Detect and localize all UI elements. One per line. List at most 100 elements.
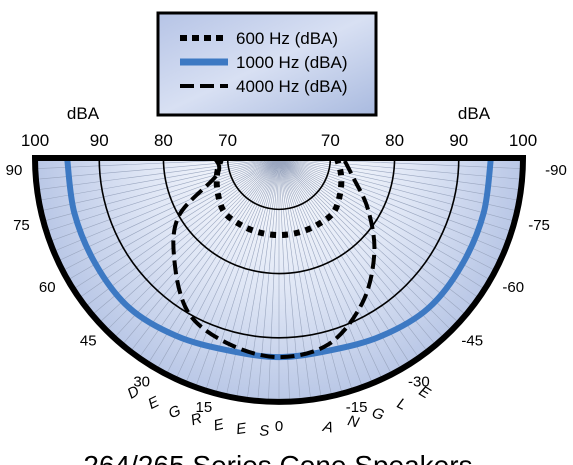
plot-border (31, 155, 527, 405)
angle-spoke (257, 157, 280, 402)
angle-spoke (43, 157, 280, 222)
angle-spoke (278, 157, 501, 262)
radial-tick-right-100: 100 (509, 131, 537, 150)
angle-spoke (278, 157, 312, 400)
radial-rings (98, 157, 460, 339)
angle-tick-45: 45 (80, 332, 97, 349)
angle-tick-0: 0 (275, 418, 283, 435)
angle-axis-letter: E (145, 393, 162, 413)
angle-axis-letter: R (189, 410, 204, 429)
angle-spoke (278, 157, 523, 180)
angle-spoke (40, 157, 280, 212)
angle-spoke (278, 157, 445, 339)
radial-ring-90 (98, 157, 460, 339)
chart-title: 264/265 Series Cone Speakers (83, 450, 472, 465)
angle-spoke (246, 157, 280, 400)
series-layer (64, 157, 494, 361)
angle-axis-letter: A (321, 418, 335, 437)
angle-spoke (78, 157, 280, 299)
angle-spoke (278, 157, 505, 252)
angle-tick--60: -60 (502, 279, 524, 296)
angle-spoke (278, 157, 460, 324)
angle-axis-letter: G (369, 404, 386, 424)
angle-tick-labels: 90 75 60 45 30 15 0 -15 -30 -45 -60 -75 -90 (6, 162, 567, 435)
legend-label-4000hz: 4000 Hz (dBA) (236, 77, 348, 96)
angle-spoke (278, 157, 437, 346)
angle-spoke (147, 157, 280, 364)
angle-spoke (278, 157, 491, 281)
angle-spoke (278, 157, 496, 271)
angle-axis-letter: L (394, 395, 409, 414)
angle-spoke (278, 157, 520, 201)
radial-tick-left-100: 100 (21, 131, 49, 150)
angle-spoke (215, 157, 280, 394)
angle-tick--45: -45 (461, 332, 483, 349)
angle-spoke (62, 157, 280, 271)
angle-spoke (278, 157, 509, 242)
angle-spoke (53, 157, 280, 252)
angle-spoke (268, 157, 280, 402)
angle-spoke (205, 157, 280, 391)
angle-tick-90: 90 (6, 162, 23, 179)
angle-tick-30: 30 (133, 373, 150, 390)
legend: 600 Hz (dBA) 1000 Hz (dBA) 4000 Hz (dBA) (156, 11, 378, 117)
legend-label-1000hz: 1000 Hz (dBA) (236, 53, 348, 72)
angle-tick--30: -30 (408, 373, 430, 390)
radial-unit-left: dBA (67, 104, 100, 123)
angle-spoke (38, 157, 280, 201)
angle-spoke (278, 157, 521, 191)
angle-spoke (278, 157, 473, 307)
angle-spoke (278, 157, 452, 331)
angle-spoke (278, 157, 322, 399)
angle-spoke (278, 157, 515, 222)
angle-tick-60: 60 (39, 279, 56, 296)
angle-axis-letter: S (259, 422, 270, 440)
angle-spoke (278, 157, 420, 359)
angle-spoke (278, 157, 301, 402)
angle-spoke (278, 157, 333, 397)
angle-spoke (225, 157, 280, 397)
angle-spoke (67, 157, 280, 281)
radial-tick-left-70: 70 (218, 131, 237, 150)
angle-spoke (57, 157, 280, 262)
angle-spoke (46, 157, 280, 232)
angle-tick-75: 75 (13, 217, 30, 234)
angle-axis-letter: E (235, 420, 248, 438)
angle-spoke (91, 157, 280, 316)
series-line-600hz (213, 157, 345, 239)
angle-spoke (138, 157, 280, 359)
angle-spoke (278, 157, 480, 299)
radial-tick-left-80: 80 (154, 131, 173, 150)
radial-ring-80 (162, 157, 396, 275)
legend-label-600hz: 600 Hz (dBA) (236, 29, 338, 48)
angle-spoke (278, 157, 343, 394)
angle-spoke (278, 157, 512, 232)
angle-spoke (236, 157, 280, 399)
angle-axis-letter: G (166, 402, 183, 422)
angle-spoke (278, 157, 485, 290)
radial-tick-left-90: 90 (90, 131, 109, 150)
angle-spoke (35, 157, 280, 180)
angle-axis-letter: E (212, 416, 226, 435)
angle-spoke (278, 157, 411, 364)
angle-spoke (85, 157, 280, 307)
angle-axis-letter: N (346, 412, 361, 431)
angle-spoke (278, 157, 518, 212)
angle-tick--90: -90 (545, 162, 567, 179)
radial-tick-right-90: 90 (449, 131, 468, 150)
angle-spoke (106, 157, 280, 331)
series-line-1000hz (64, 157, 494, 361)
angle-spoke (278, 157, 428, 352)
angle-spoke (278, 157, 353, 391)
radial-tick-right-80: 80 (385, 131, 404, 150)
angle-spoke (49, 157, 280, 242)
angle-spoke (113, 157, 280, 339)
angle-spoke (98, 157, 280, 324)
angle-tick-15: 15 (196, 399, 213, 416)
plot-area (31, 155, 527, 405)
radial-ring-70 (226, 157, 332, 210)
radial-unit-right: dBA (458, 104, 491, 123)
radial-tick-right-70: 70 (321, 131, 340, 150)
angle-tick--15: -15 (346, 399, 368, 416)
